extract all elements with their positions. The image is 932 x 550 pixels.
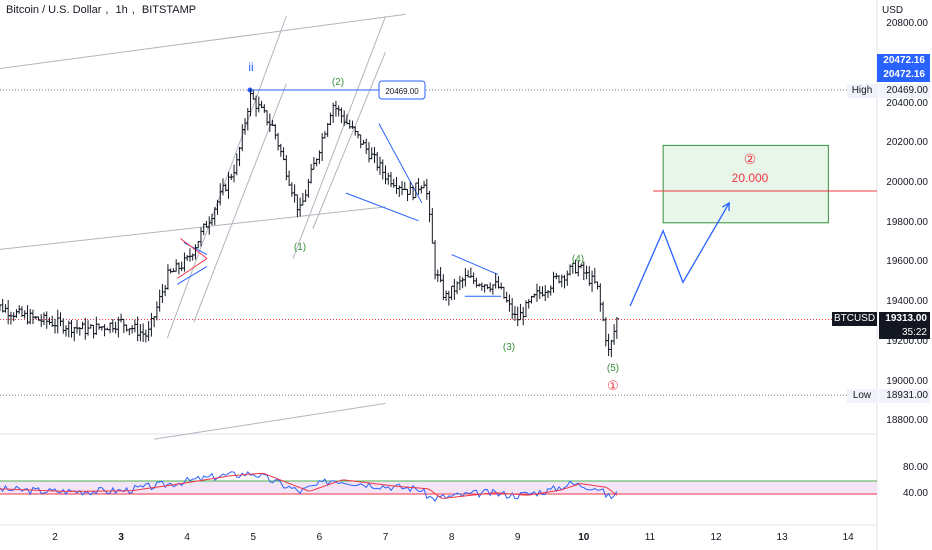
last-price-tag: 19313.00 (879, 312, 930, 326)
rsi-band (0, 481, 877, 494)
countdown-tag: 35:22 (879, 326, 930, 339)
price-tick-label: 19000.00 (886, 375, 928, 387)
projection-arrowhead (722, 201, 730, 211)
ohlc-bars (0, 88, 619, 358)
current-price-tag-top: 20472.16 (877, 54, 930, 68)
symbol-exchange: BITSTAMP (141, 4, 197, 16)
price-tick-label: 20000.00 (886, 177, 928, 189)
wave-label-circle-2: ② (744, 152, 757, 168)
channel-line (154, 402, 386, 440)
target-zone-box (662, 144, 829, 224)
target-value-label: 20.000 (732, 171, 769, 185)
time-tick-label: 3 (118, 532, 124, 543)
price-tick-label: 20800.00 (886, 18, 928, 30)
time-tick-label: 10 (578, 532, 590, 543)
high-label: High (847, 84, 877, 98)
high-callout-label: 20469.00 (385, 87, 419, 96)
channel-line (166, 16, 287, 339)
grid-and-bands (0, 0, 878, 550)
time-tick-label: 4 (184, 532, 190, 543)
price-tick-label: 19800.00 (886, 216, 928, 228)
time-tick-label: 7 (382, 532, 389, 543)
time-tick-label: 12 (710, 532, 722, 543)
channel-line (312, 51, 386, 229)
price-tick-label: 19600.00 (886, 256, 928, 268)
time-tick-label: 2 (52, 532, 58, 543)
low-value: 18931.00 (879, 389, 930, 403)
time-tick-label: 8 (448, 532, 455, 543)
time-tick-label: 9 (514, 532, 521, 543)
price-tick-label: 20200.00 (886, 137, 928, 149)
symbol-name: Bitcoin / U.S. Dollar (6, 4, 102, 16)
price-tick-label: 18800.00 (886, 415, 928, 427)
high-value: 20469.00 (879, 84, 930, 98)
wave-label-5: (5) (607, 363, 619, 374)
wave-label-4: (4) (572, 254, 584, 265)
wave-label-ii: ii (248, 60, 253, 74)
red-trendline (180, 238, 208, 259)
wave-label-3: (3) (503, 342, 515, 353)
trendline (451, 254, 499, 275)
wave-label-1: (1) (294, 242, 306, 253)
time-tick-label: 14 (842, 532, 854, 543)
price-tick-label: 19200.00 (886, 335, 928, 347)
red-trendline (177, 258, 208, 279)
rsi-indicator (0, 470, 877, 502)
channel-line (292, 16, 386, 259)
rsi-ma-line (0, 472, 618, 499)
low-label: Low (847, 389, 877, 403)
high-marker (247, 87, 253, 93)
time-tick-label: 6 (316, 532, 323, 543)
price-tick-label: 19400.00 (886, 296, 928, 308)
channel-line (0, 206, 386, 250)
projection-path (629, 202, 730, 307)
rsi-tick-label: 80.00 (902, 462, 928, 473)
channel-line (193, 83, 287, 323)
high-callout-box[interactable] (378, 80, 426, 100)
trendline (378, 123, 423, 204)
wave-label-2: (2) (332, 77, 344, 88)
symbol-title[interactable]: Bitcoin / U.S. Dollar, 1h, BITSTAMP (6, 4, 200, 16)
trendline-drawings[interactable] (0, 13, 502, 440)
rsi-tick-label: 40.00 (902, 488, 928, 499)
time-tick-label: 5 (250, 532, 257, 543)
time-tick-label: 11 (644, 532, 656, 543)
title-separator: , (105, 4, 109, 16)
wave-drawings[interactable] (629, 201, 730, 307)
price-tick-label: 20400.00 (886, 97, 928, 109)
channel-line (0, 13, 406, 69)
title-separator: , (131, 4, 135, 16)
reference-lines (0, 89, 877, 396)
trendline (345, 192, 419, 222)
wave-label-circle-1: ① (607, 379, 619, 394)
symbol-tag: BTCUSD (832, 312, 877, 326)
current-price-tag-bottom: 20472.16 (877, 68, 930, 82)
symbol-interval: 1h (115, 4, 128, 16)
currency-label: USD (882, 5, 904, 16)
trendline (177, 266, 208, 285)
time-tick-label: 13 (776, 532, 788, 543)
